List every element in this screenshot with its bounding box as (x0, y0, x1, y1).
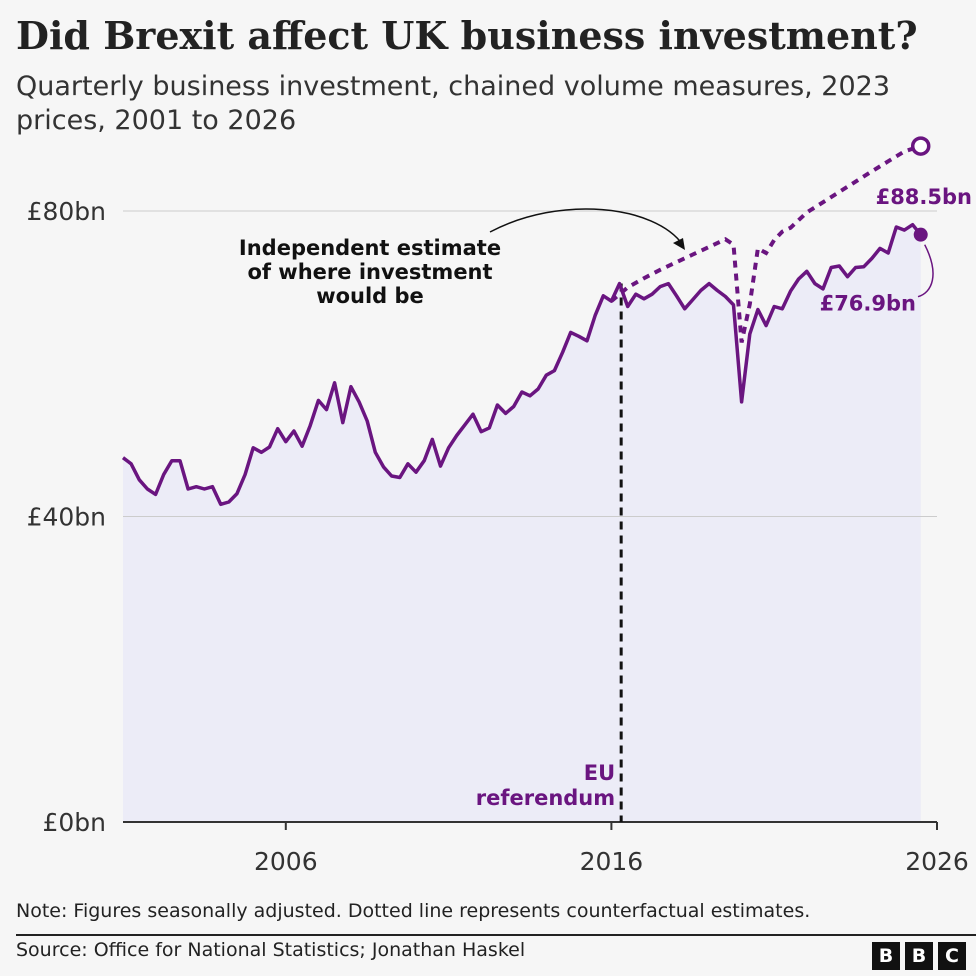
logo-letter-c: C (938, 942, 966, 970)
y-tick-label: £80bn (27, 197, 106, 226)
actual-end-connector (917, 244, 934, 298)
bbc-logo: B B C (872, 942, 966, 970)
callout-label: Independent estimate of where investment w… (239, 236, 501, 308)
referendum-label: EU referendum (476, 761, 615, 810)
footnote: Note: Figures seasonally adjusted. Dotte… (16, 900, 811, 922)
logo-letter-b1: B (872, 942, 900, 970)
actual-end-label: £76.9bn (820, 292, 916, 316)
actual-investment-line (121, 222, 923, 507)
counterfactual-end-label: £88.5bn (876, 185, 972, 209)
x-tick-label: 2006 (254, 847, 318, 876)
page-title: Did Brexit affect UK business investment… (16, 13, 918, 58)
x-tick-label: 2016 (580, 847, 644, 876)
y-tick-label: £0bn (42, 808, 106, 837)
callout-arrow-line (489, 208, 684, 246)
footer-divider (16, 934, 976, 936)
investment-area (123, 224, 921, 822)
page-subtitle: Quarterly business investment, chained v… (16, 71, 891, 136)
counterfactual-end-marker (910, 136, 931, 156)
counterfactual-line (610, 144, 922, 343)
y-tick-label: £40bn (27, 503, 106, 532)
logo-letter-b2: B (905, 942, 933, 970)
source-line: Source: Office for National Statistics; … (16, 939, 526, 961)
x-tick-label: 2026 (905, 847, 969, 876)
actual-end-marker (913, 227, 928, 242)
callout-arrow-head (673, 238, 685, 250)
